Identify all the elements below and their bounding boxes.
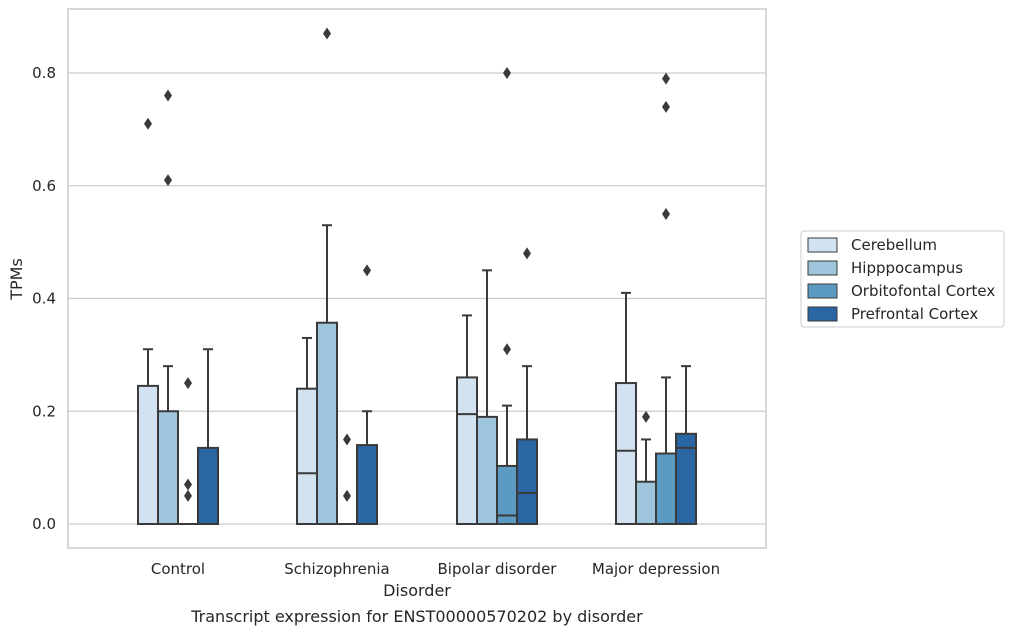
box-body <box>655 452 677 525</box>
legend-swatch <box>807 283 838 299</box>
x-tick-label: Schizophrenia <box>284 560 389 578</box>
y-tick-label: 0.4 <box>32 290 56 308</box>
outlier-point <box>523 247 531 260</box>
box <box>137 348 159 525</box>
x-axis-label: Disorder <box>383 581 451 600</box>
legend-swatch <box>807 237 838 253</box>
outlier-point <box>184 489 192 502</box>
box-body <box>157 410 179 525</box>
box <box>197 348 219 525</box>
outlier-point <box>503 67 511 79</box>
legend-swatch <box>807 260 838 276</box>
box-body <box>456 376 478 525</box>
box-body <box>516 438 538 525</box>
outlier-point <box>164 174 172 187</box>
y-axis-label: TPMs <box>7 258 26 301</box>
outlier-point <box>642 410 650 423</box>
box-body <box>675 432 697 525</box>
outlier-point <box>343 489 351 502</box>
plot-area <box>67 8 767 549</box>
box <box>296 336 318 526</box>
outlier-point <box>662 207 670 220</box>
outlier-point <box>164 89 172 102</box>
legend-label: Orbitofontal Cortex <box>851 282 995 300</box>
box-body <box>137 384 159 525</box>
outlier-point <box>503 343 511 356</box>
outlier-point <box>363 264 371 277</box>
box-body <box>356 444 378 526</box>
legend: Cerebellum Hipppocampus Orbitofontal Corte… <box>800 230 1005 328</box>
outliers <box>144 27 670 502</box>
box <box>496 404 518 525</box>
box-body <box>615 382 637 525</box>
box <box>356 410 378 526</box>
box <box>316 224 338 525</box>
y-tick-label: 0.2 <box>32 402 56 420</box>
box-body <box>635 480 657 525</box>
x-axis: Control Schizophrenia Bipolar disorder Majo… <box>151 560 720 578</box>
legend-label: Cerebellum <box>851 236 937 254</box>
boxes <box>137 224 697 526</box>
box <box>476 269 498 526</box>
legend-label: Prefrontal Cortex <box>851 305 978 323</box>
legend-label: Hipppocampus <box>851 259 963 277</box>
legend-frame <box>800 230 1005 328</box>
box <box>615 291 637 525</box>
legend-swatch <box>807 306 838 322</box>
box <box>635 438 657 525</box>
x-tick-label: Control <box>151 560 205 578</box>
y-axis: 0.0 0.2 0.4 0.6 0.8 <box>32 64 56 533</box>
box <box>655 376 677 525</box>
x-tick-label: Bipolar disorder <box>438 560 558 578</box>
box-body <box>316 321 338 525</box>
box <box>456 314 478 525</box>
y-tick-label: 0.6 <box>32 177 56 195</box>
box <box>157 365 179 525</box>
chart-caption: Transcript expression for ENST0000057020… <box>190 607 643 626</box>
box <box>516 365 538 525</box>
outlier-point <box>662 72 670 85</box>
box <box>675 365 697 525</box>
box-body <box>197 446 219 525</box>
outlier-point <box>184 377 192 390</box>
x-tick-label: Major depression <box>592 560 720 578</box>
outlier-point <box>323 27 331 40</box>
box-body <box>296 387 318 526</box>
outlier-point <box>662 100 670 113</box>
box-body <box>476 415 498 526</box>
outlier-point <box>343 433 351 446</box>
outlier-point <box>184 478 192 491</box>
y-tick-label: 0.8 <box>32 64 56 82</box>
y-tick-label: 0.0 <box>32 515 56 533</box>
outlier-point <box>144 117 152 130</box>
